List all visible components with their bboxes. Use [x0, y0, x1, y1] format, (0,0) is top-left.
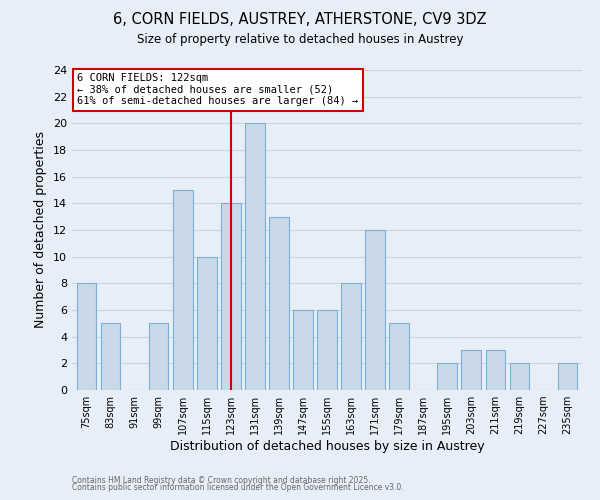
Bar [485, 350, 505, 390]
Text: Contains public sector information licensed under the Open Government Licence v3: Contains public sector information licen… [72, 484, 404, 492]
Bar [437, 364, 457, 390]
Text: Size of property relative to detached houses in Austrey: Size of property relative to detached ho… [137, 32, 463, 46]
Bar [101, 324, 121, 390]
Bar [149, 324, 169, 390]
Bar [558, 364, 577, 390]
Text: 6, CORN FIELDS, AUSTREY, ATHERSTONE, CV9 3DZ: 6, CORN FIELDS, AUSTREY, ATHERSTONE, CV9… [113, 12, 487, 28]
Bar [317, 310, 337, 390]
Text: 6 CORN FIELDS: 122sqm
← 38% of detached houses are smaller (52)
61% of semi-deta: 6 CORN FIELDS: 122sqm ← 38% of detached … [77, 73, 358, 106]
Bar [221, 204, 241, 390]
Bar [197, 256, 217, 390]
Bar [269, 216, 289, 390]
Y-axis label: Number of detached properties: Number of detached properties [34, 132, 47, 328]
Bar [365, 230, 385, 390]
Bar [173, 190, 193, 390]
Bar [509, 364, 529, 390]
Bar [461, 350, 481, 390]
X-axis label: Distribution of detached houses by size in Austrey: Distribution of detached houses by size … [170, 440, 484, 453]
Bar [245, 124, 265, 390]
Bar [389, 324, 409, 390]
Text: Contains HM Land Registry data © Crown copyright and database right 2025.: Contains HM Land Registry data © Crown c… [72, 476, 371, 485]
Bar [341, 284, 361, 390]
Bar [77, 284, 96, 390]
Bar [293, 310, 313, 390]
